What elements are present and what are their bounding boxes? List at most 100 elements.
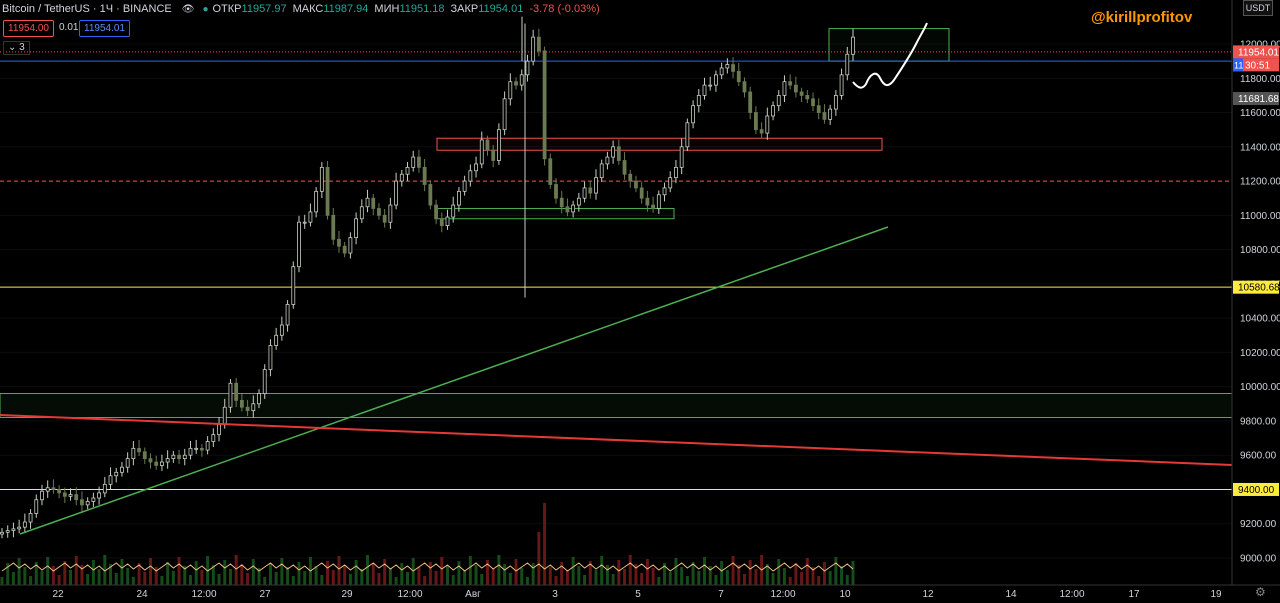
high-value: 11987.94 <box>323 3 369 15</box>
candle-body <box>622 160 627 175</box>
candle-body <box>474 163 478 172</box>
volume-bar <box>360 569 364 585</box>
volume-bar <box>594 570 598 585</box>
gear-icon[interactable]: ⚙ <box>1255 585 1266 599</box>
candle-body <box>388 204 393 223</box>
volume-bar <box>794 563 798 585</box>
candle-body <box>491 149 496 161</box>
candle-body <box>274 334 279 346</box>
y-tick-label: 9200.00 <box>1240 519 1277 530</box>
indicators-toggle[interactable]: ⌄ 3 <box>3 41 30 55</box>
volume-bar <box>634 564 638 585</box>
volume-bar <box>697 571 701 585</box>
candle-body <box>262 369 267 394</box>
candle-body <box>451 204 456 218</box>
volume-bar <box>251 559 255 585</box>
volume-bar <box>840 566 844 585</box>
price-zone-rect[interactable] <box>436 137 883 151</box>
volume-bar <box>651 568 655 585</box>
volume-bar <box>708 566 712 585</box>
candle-body <box>462 180 467 192</box>
volume-bar <box>331 570 335 585</box>
x-tick-label: 27 <box>259 589 271 600</box>
candle-body <box>354 218 359 239</box>
candle-body <box>257 393 261 405</box>
volume-bar <box>183 566 187 585</box>
candle-body <box>565 206 570 213</box>
candle-body <box>485 139 490 151</box>
y-tick-label: 10200.00 <box>1240 348 1280 359</box>
volume-bar <box>691 562 695 585</box>
price-tag-last-bg <box>1233 45 1279 59</box>
candle-body <box>251 403 256 412</box>
volume-bar <box>217 574 221 585</box>
price-zone-rect[interactable] <box>0 393 1233 419</box>
candle-body <box>165 458 170 463</box>
volume-bar <box>240 564 244 585</box>
spread-value: 0.01 <box>59 22 79 33</box>
volume-bar <box>394 577 398 585</box>
buy-price-button[interactable]: 11954.01 <box>79 20 130 37</box>
volume-bar <box>131 577 135 585</box>
volume-bar <box>120 559 124 585</box>
volume-bar <box>166 562 170 585</box>
volume-bar <box>63 561 67 585</box>
volume-bar <box>17 558 21 585</box>
symbol-title[interactable]: Bitcoin / TetherUS · 1Ч · BINANCE <box>2 3 172 15</box>
volume-bar <box>371 564 375 585</box>
currency-badge[interactable]: USDT <box>1243 0 1273 16</box>
volume-bar <box>503 564 507 585</box>
countdown-bg <box>1233 58 1279 72</box>
green-trendline-long[interactable] <box>19 226 889 535</box>
candle-body <box>417 156 421 168</box>
candle-body <box>605 156 610 165</box>
volume-bar <box>354 560 358 585</box>
candle-body <box>22 521 27 528</box>
candle-body <box>628 173 633 182</box>
price-tag-gray-bg <box>1233 92 1279 106</box>
volume-bar <box>383 559 387 585</box>
candle-body <box>691 105 695 124</box>
candle-body <box>519 74 524 86</box>
volume-bar <box>645 559 649 585</box>
eye-icon[interactable]: 👁 <box>181 3 195 15</box>
candle-body <box>365 197 370 208</box>
volume-bar <box>377 573 381 585</box>
volume-bar <box>788 577 792 585</box>
candle-body <box>182 454 187 460</box>
y-tick-label: 11000.00 <box>1240 211 1280 222</box>
red-trendline[interactable] <box>0 414 1233 466</box>
volume-bar <box>737 565 741 585</box>
candle-body <box>285 304 290 326</box>
price-zone-rect[interactable] <box>436 207 675 220</box>
x-tick-label: 22 <box>52 589 64 600</box>
volume-bar <box>246 573 250 585</box>
candle-body <box>582 187 587 199</box>
candle-body <box>245 406 250 412</box>
candle-body <box>382 214 387 223</box>
volume-bar <box>51 566 55 585</box>
candle-body <box>634 180 638 189</box>
volume-bar <box>525 577 529 585</box>
candle-body <box>736 71 741 83</box>
volume-bar <box>97 569 101 585</box>
volume-bar <box>560 562 564 585</box>
x-tick-label: 12:00 <box>191 589 216 600</box>
candle-body <box>279 324 284 336</box>
projection-path[interactable] <box>852 22 928 89</box>
candle-body <box>377 208 381 216</box>
candle-body <box>331 214 336 240</box>
candle-body <box>788 81 793 86</box>
volume-bar <box>46 557 50 585</box>
volume-bar <box>257 568 261 585</box>
volume-bar <box>343 565 347 585</box>
volume-bar <box>748 560 752 585</box>
sell-price-button[interactable]: 11954.00 <box>3 20 54 37</box>
candle-body <box>405 166 410 175</box>
candle-body <box>0 531 4 535</box>
candle-body <box>411 156 416 168</box>
volume-bar <box>674 558 678 585</box>
volume-bar <box>600 556 604 585</box>
candle-body <box>771 105 775 117</box>
